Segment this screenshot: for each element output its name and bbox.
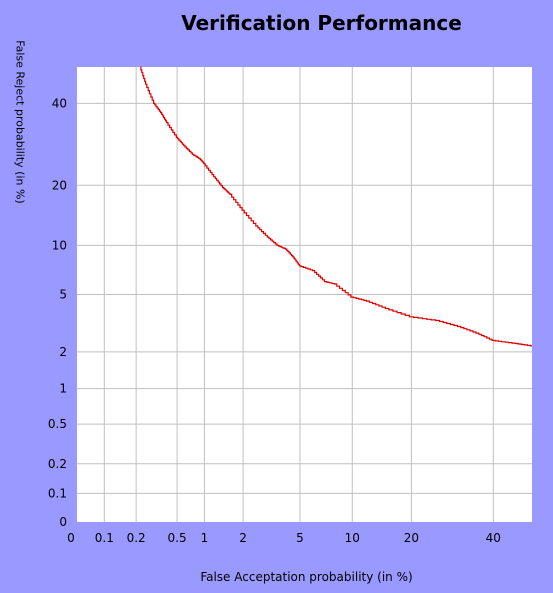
y-tick-label: 10 (52, 238, 67, 252)
y-tick-label: 1 (59, 382, 67, 396)
x-axis-label: False Acceptation probability (in %) (200, 570, 413, 584)
y-axis-ticks: 0 0.1 0.2 0.5 1 2 5 10 20 40 (48, 96, 67, 529)
x-tick-label: 0.2 (127, 531, 146, 545)
x-axis-ticks: 0 0.1 0.2 0.5 1 2 5 10 20 40 (67, 531, 501, 545)
x-tick-label: 40 (486, 531, 501, 545)
chart-title: Verification Performance (181, 11, 462, 35)
y-tick-label: 0.5 (48, 417, 67, 431)
x-tick-label: 0.5 (168, 531, 187, 545)
y-tick-label: 0.2 (48, 457, 67, 471)
x-tick-label: 10 (345, 531, 360, 545)
y-tick-label: 20 (52, 178, 67, 192)
y-tick-label: 0.1 (48, 486, 67, 500)
y-tick-label: 5 (59, 288, 67, 302)
x-tick-label: 20 (404, 531, 419, 545)
series-line (140, 66, 532, 347)
y-tick-label: 40 (52, 96, 67, 110)
grid-lines (77, 67, 532, 522)
x-tick-label: 0 (67, 531, 75, 545)
x-tick-label: 5 (296, 531, 304, 545)
x-tick-label: 1 (201, 531, 209, 545)
y-tick-label: 0 (59, 515, 67, 529)
x-tick-label: 2 (239, 531, 247, 545)
y-tick-label: 2 (59, 345, 67, 359)
x-tick-label: 0.1 (95, 531, 114, 545)
